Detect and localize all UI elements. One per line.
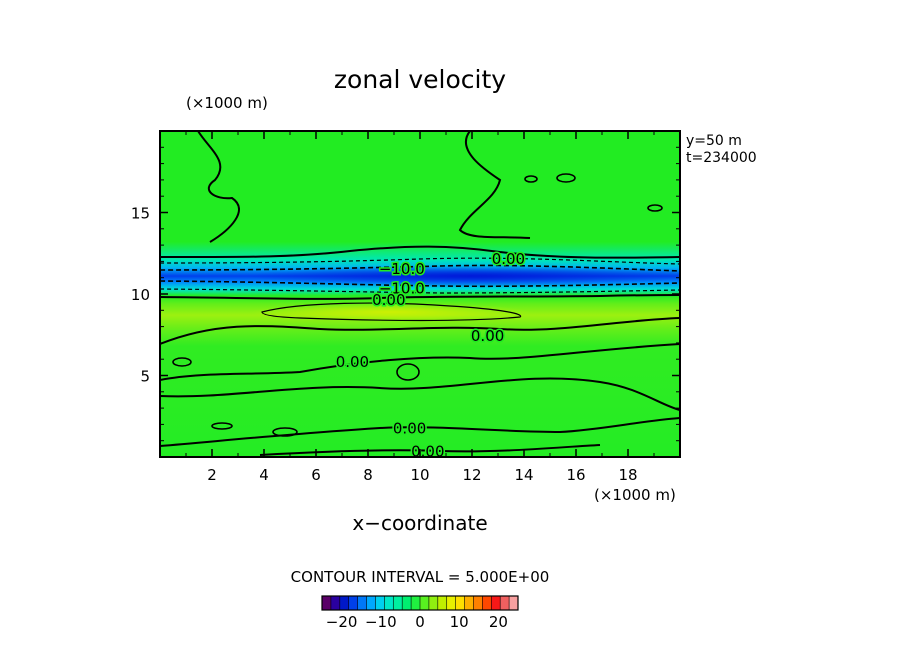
colorbar-swatch — [500, 596, 510, 610]
x-tick-label: 12 — [462, 466, 481, 484]
colorbar-swatch — [455, 596, 465, 610]
colorbar-swatch — [411, 596, 421, 610]
contour-zero-upper — [160, 245, 680, 259]
jet-core — [250, 265, 680, 287]
contour-label: 0.00 — [471, 327, 504, 345]
contour-label: 0.00 — [492, 250, 525, 268]
plot-area: 0.00−10.0−10.00.000.000.000.000.00 — [160, 131, 680, 457]
x-tick-label: 4 — [259, 466, 269, 484]
contour-lines — [160, 131, 680, 456]
x-tick-label: 14 — [514, 466, 533, 484]
contour-neg5-lower — [160, 288, 680, 294]
colorbar-swatch — [491, 596, 501, 610]
colorbar-swatch — [428, 596, 439, 610]
colorbar-swatch — [339, 596, 350, 610]
colorbar-tick-label: 20 — [489, 613, 508, 631]
colorbar-swatch — [402, 596, 412, 610]
y-axis-ticks: 5 10 15 — [131, 146, 680, 442]
contour-zero-lower — [160, 294, 680, 300]
contour-neg5-upper — [160, 257, 680, 265]
colorbar-swatch — [446, 596, 457, 610]
contour-label: 0.00 — [393, 420, 426, 438]
field-background — [160, 131, 680, 457]
x-tick-label: 16 — [566, 466, 585, 484]
y-tick-label: 10 — [131, 286, 150, 304]
contour-zero-bottom — [259, 444, 601, 456]
x-tick-label: 2 — [207, 466, 217, 484]
x-tick-label: 6 — [311, 466, 321, 484]
y-unit-label: (×1000 m) — [186, 94, 268, 112]
contour-labels: 0.00−10.0−10.00.000.000.000.000.00 — [334, 249, 526, 457]
y-tick-label: 15 — [131, 205, 150, 223]
colorbar-swatch — [384, 596, 394, 610]
colorbar-swatch — [420, 596, 430, 610]
contour-label: 0.00 — [336, 353, 369, 371]
contour-small-loop-b — [556, 173, 576, 183]
colorbar-swatch — [330, 596, 341, 610]
colorbar-swatch — [509, 596, 519, 610]
x-tick-label: 8 — [363, 466, 373, 484]
contour-label: −10.0 — [379, 279, 425, 297]
contour-interval-text: CONTOUR INTERVAL = 5.000E+00 — [291, 568, 550, 586]
colorbar-swatch — [348, 596, 359, 610]
contour-small-loop-a — [524, 175, 538, 183]
colorbar-tick-label: 10 — [450, 613, 469, 631]
contour-zero-mid — [160, 317, 680, 345]
colorbar-swatch — [322, 596, 332, 610]
contour-label: 0.00 — [372, 291, 405, 309]
x-unit-label: (×1000 m) — [594, 486, 676, 504]
chart-title: zonal velocity — [334, 65, 506, 94]
x-tick-label: 10 — [410, 466, 429, 484]
contour-zero-low — [160, 377, 680, 411]
y-tick-label: 5 — [140, 368, 150, 386]
contour-small-loop-c — [647, 204, 663, 212]
colorbar: −20 −10 0 10 20 — [321, 595, 519, 631]
contour-positive-band — [261, 302, 522, 322]
colorbar-tick-label: −10 — [365, 613, 397, 631]
contour-small-loop-g — [272, 427, 298, 437]
contour-small-loop-f — [211, 422, 233, 430]
contour-neg10-lower — [160, 280, 680, 288]
contour-zero-lowmid — [160, 343, 680, 381]
info-line-y: y=50 m — [686, 133, 742, 149]
contour-small-loop-d — [172, 357, 192, 367]
info-line-t: t=234000 — [686, 150, 757, 166]
positive-core — [250, 303, 530, 321]
x-axis-label: x−coordinate — [352, 511, 487, 535]
colorbar-swatch — [482, 596, 492, 610]
contour-upper-right-lobe — [458, 131, 531, 239]
contour-upper-left-lobe — [197, 131, 240, 243]
colorbar-swatch — [393, 596, 403, 610]
contour-label: −10.0 — [379, 260, 425, 278]
contour-neg10-upper — [160, 264, 680, 272]
contour-small-loop-e — [396, 363, 420, 381]
contour-zero-near-bottom — [160, 417, 680, 447]
colorbar-swatch — [357, 596, 367, 610]
colorbar-swatch — [375, 596, 385, 610]
colorbar-frame — [321, 595, 519, 611]
x-axis-ticks: 2 4 6 8 10 12 14 16 18 — [185, 131, 655, 484]
colorbar-swatch — [437, 596, 448, 610]
colorbar-tick-label: −20 — [326, 613, 358, 631]
colorbar-swatch — [464, 596, 474, 610]
colorbar-tick-label: 0 — [415, 613, 425, 631]
colorbar-swatch — [473, 596, 483, 610]
x-tick-label: 18 — [618, 466, 637, 484]
colorbar-swatch — [366, 596, 376, 610]
